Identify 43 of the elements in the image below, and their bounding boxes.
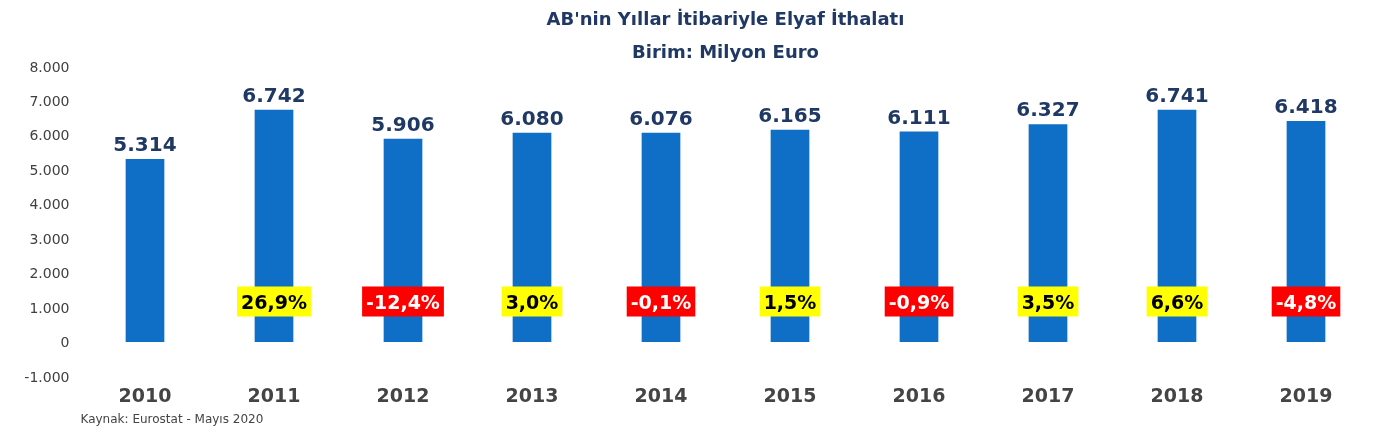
data-label: 5.314: [113, 132, 177, 157]
x-tick-label: 2017: [1021, 383, 1075, 406]
annotation: 1,5%: [763, 290, 817, 313]
data-label: 6.418: [1274, 93, 1338, 118]
text: Kaynak: Eurostat - Mayıs 2020: [80, 411, 264, 426]
data-label: 5.906: [371, 111, 435, 136]
y-tick-label: 1.000: [29, 299, 70, 316]
bar: [125, 159, 165, 343]
y-tick-label: 7.000: [29, 92, 70, 109]
chart-subtitle: Birim: Milyon Euro: [632, 40, 819, 62]
x-tick-label: 2019: [1279, 383, 1333, 406]
x-tick-label: 2018: [1150, 383, 1204, 406]
x-tick-label: 2012: [376, 383, 430, 406]
annotation: -0,9%: [888, 290, 950, 313]
data-label: 6.327: [1016, 97, 1080, 122]
y-tick-label: 5.000: [29, 161, 70, 178]
y-tick-label: 0: [60, 334, 70, 351]
annotation: -12,4%: [366, 290, 440, 313]
x-tick-label: 2010: [118, 383, 172, 406]
x-tick-label: 2011: [247, 383, 301, 406]
annotation: 3,0%: [505, 290, 559, 313]
annotation: 3,5%: [1021, 290, 1075, 313]
y-tick-label: 2.000: [29, 265, 70, 282]
y-tick-label: 6.000: [29, 127, 70, 144]
data-label: 6.741: [1145, 82, 1209, 107]
data-label: 6.742: [242, 82, 306, 107]
annotation: -4,8%: [1275, 290, 1337, 313]
data-label: 6.080: [500, 105, 564, 130]
y-tick-label: 8.000: [29, 58, 70, 75]
data-label: 6.076: [629, 105, 693, 130]
annotation: 26,9%: [241, 290, 307, 313]
x-tick-label: 2014: [634, 383, 688, 406]
data-label: 6.111: [887, 104, 951, 129]
y-tick-label: -1.000: [24, 368, 70, 385]
x-tick-label: 2013: [505, 383, 559, 406]
y-tick-label: 3.000: [29, 230, 70, 247]
annotation: 6,6%: [1150, 290, 1204, 313]
y-tick-label: 4.000: [29, 196, 70, 213]
x-tick-label: 2015: [763, 383, 817, 406]
annotation: -0,1%: [630, 290, 692, 313]
x-tick-label: 2016: [892, 383, 946, 406]
data-label: 6.165: [758, 102, 822, 127]
chart-title: AB'nin Yıllar İtibariyle Elyaf İthalatı: [546, 7, 905, 29]
